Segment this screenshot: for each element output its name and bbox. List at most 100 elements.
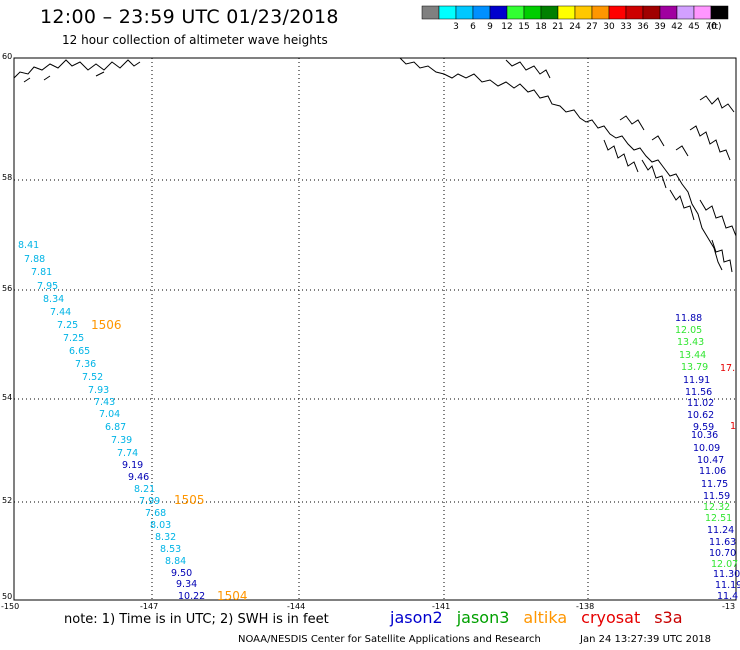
legend-unit: (ft)	[708, 22, 722, 32]
satellite-name-jason3: jason3	[456, 608, 510, 627]
track-east-label: 11.06	[699, 466, 727, 477]
track-west-label: 8.34	[43, 294, 65, 305]
legend-tick-label: 42	[671, 22, 682, 32]
track-west-label: 8.41	[18, 240, 40, 251]
color-legend: 3 6 9 12 15 18 21 24 27 30 33 36 39 42 45 70(ft)	[421, 5, 729, 32]
track-east-label: 11.56	[685, 387, 713, 398]
lon-label-144: -144	[287, 602, 306, 611]
track-west-label: 9.19	[122, 460, 144, 471]
satellite-name-s3a: s3a	[654, 608, 683, 627]
graticule	[14, 58, 736, 600]
track-west-label: 7.36	[75, 359, 97, 370]
track-west-label: 10.22	[178, 591, 206, 602]
map-frame	[13, 57, 737, 601]
track-east-label: 11.75	[701, 479, 729, 490]
pass-time-mark: 1505	[174, 493, 205, 507]
lat-label-56: 56	[2, 284, 13, 293]
lon-label-150: -150	[1, 602, 20, 611]
track-west-label: 6.87	[105, 422, 127, 433]
satellite-name-jason2: jason2	[390, 608, 443, 627]
cryosat-partial-label: 17.	[720, 363, 736, 374]
track-east-label: 11.24	[707, 525, 735, 536]
track-west-label: 8.53	[160, 544, 182, 555]
track-west-label: 8.84	[165, 556, 187, 567]
track-east-label: 11.59	[703, 491, 731, 502]
track-east-label: 11.30	[713, 569, 740, 580]
map-subtitle: 12 hour collection of altimeter wave hei…	[62, 33, 328, 47]
track-east-label: 10.70	[709, 548, 737, 559]
track-west-label: 9.34	[176, 579, 198, 590]
pass-time-mark: 1504	[217, 589, 248, 603]
track-west-label: 7.25	[63, 333, 85, 344]
legend-tick-label: 45	[688, 22, 699, 32]
track-west-label: 7.04	[99, 409, 121, 420]
track-west-label: 7.52	[82, 372, 104, 383]
legend-tick-label: 18	[535, 22, 547, 32]
footer-note: note: 1) Time is in UTC; 2) SWH is in fe…	[64, 612, 329, 627]
track-west-label: 7.99	[139, 496, 161, 507]
track-west-label: 7.44	[50, 307, 72, 318]
lon-label-135: -13	[722, 602, 736, 611]
legend-tick-label: 9	[487, 22, 493, 32]
lat-label-54: 54	[2, 393, 13, 402]
track-west-label: 7.68	[145, 508, 167, 519]
legend-tick-label: 6	[470, 22, 476, 32]
lat-label-60: 60	[2, 52, 13, 61]
track-west-label: 9.50	[171, 568, 193, 579]
legend-tick-label: 24	[569, 22, 581, 32]
cryosat-partial-label: 1	[730, 421, 737, 432]
track-east-label: 11.19	[715, 580, 740, 591]
track-east-label: 13.79	[681, 362, 709, 373]
track-east-label: 11.91	[683, 375, 711, 386]
track-west-label: 7.81	[31, 267, 53, 278]
legend-tick-label: 15	[518, 22, 529, 32]
track-west-label: 7.95	[37, 281, 59, 292]
track-east-label: 12.32	[703, 502, 731, 513]
legend-tick-label: 12	[501, 22, 512, 32]
track-west-label: 8.21	[134, 484, 156, 495]
track-west-label: 7.25	[57, 320, 79, 331]
track-east-label: 11.02	[687, 398, 715, 409]
lat-label-50: 50	[2, 592, 13, 601]
track-west-label: 9.46	[128, 472, 150, 483]
track-east-label: 10.47	[697, 455, 725, 466]
legend-tick-label: 30	[603, 22, 615, 32]
map-title: 12:00 – 23:59 UTC 01/23/2018	[40, 6, 339, 28]
track-west-label: 8.03	[150, 520, 172, 531]
legend-tick-label: 21	[552, 22, 563, 32]
satellite-name-altika: altika	[523, 608, 568, 627]
legend-tick-label: 27	[586, 22, 597, 32]
track-east-label: 12.51	[705, 513, 733, 524]
track-east-label: 10.62	[687, 410, 715, 421]
credit-line: NOAA/NESDIS Center for Satellite Applica…	[238, 634, 541, 645]
legend-tick-label: 36	[637, 22, 649, 32]
track-west-label: 7.74	[117, 448, 139, 459]
track-west-label: 7.88	[24, 254, 46, 265]
track-east-label: 10.36	[691, 430, 719, 441]
lon-label-147: -147	[140, 602, 159, 611]
legend-tick-label: 33	[620, 22, 631, 32]
track-east-label: 13.43	[677, 337, 705, 348]
track-east-label: 11.4	[717, 591, 739, 602]
generation-timestamp: Jan 24 13:27:39 UTC 2018	[580, 634, 712, 645]
track-west-label: 6.65	[69, 346, 91, 357]
track-east-label: 11.88	[675, 313, 703, 324]
legend-tick-label: 70	[705, 22, 717, 32]
track-east-label: 12.07	[711, 559, 739, 570]
track-east-label: 12.05	[675, 325, 703, 336]
track-east-label: 9.59	[693, 422, 715, 433]
satellite-key: jason2 jason3 altika cryosat s3a	[390, 608, 697, 627]
track-east-label: 11.63	[709, 537, 737, 548]
track-west-label: 7.39	[111, 435, 133, 446]
track-east-label: 10.09	[693, 443, 721, 454]
lon-label-141: -141	[432, 602, 451, 611]
lat-label-58: 58	[2, 173, 13, 182]
legend-swatch	[710, 5, 729, 20]
track-west-label: 7.93	[88, 385, 110, 396]
track-west-label: 8.32	[155, 532, 177, 543]
legend-tick-label: 3	[453, 22, 459, 32]
track-west-label: 7.43	[94, 397, 116, 408]
satellite-name-cryosat: cryosat	[581, 608, 641, 627]
legend-tick-label: 39	[654, 22, 666, 32]
